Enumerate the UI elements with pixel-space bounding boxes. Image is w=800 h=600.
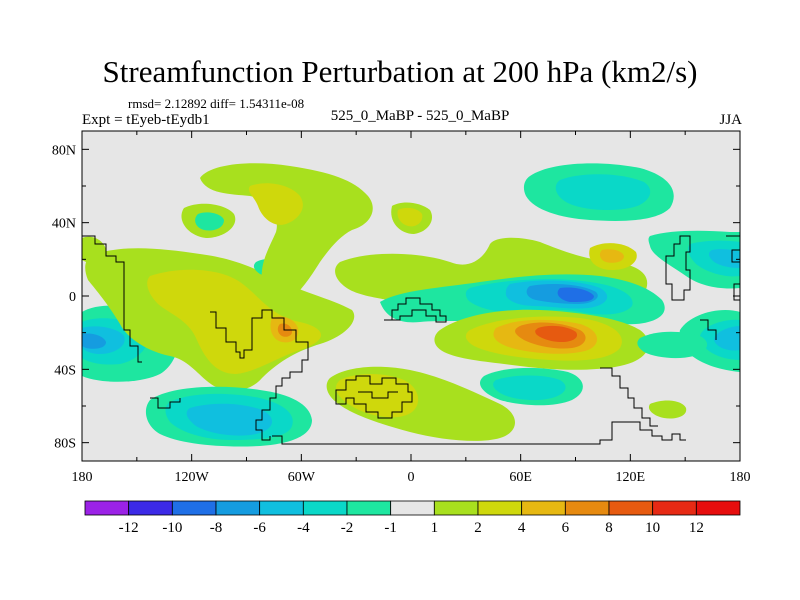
contour-region [147, 269, 322, 374]
colorbar-label: -6 [253, 520, 266, 536]
x-tick-label: 0 [408, 470, 415, 485]
colorbar-swatch [564, 500, 610, 516]
colorbar-label: 6 [562, 520, 570, 536]
colorbar-label: -4 [297, 520, 310, 536]
colorbar-label: 8 [605, 520, 613, 536]
coastline-africa-inner [358, 391, 398, 399]
colorbar-label: 2 [474, 520, 482, 536]
colorbar-label: 4 [518, 520, 526, 536]
colorbar-label: -1 [384, 520, 397, 536]
x-axis: 180 120W 60W 0 60E 120E 180 [72, 131, 751, 485]
coastline-maritime-continent [700, 319, 717, 340]
colorbar-label: -2 [341, 520, 354, 536]
colorbar: -12 -10 -8 -6 -4 -2 -1 1 2 4 6 8 10 12 [84, 500, 741, 536]
y-tick-label: 80N [52, 143, 76, 158]
case-label: 525_0_MaBP - 525_0_MaBP [330, 108, 510, 124]
colorbar-swatch [128, 500, 173, 516]
coastline-antarctic-east [272, 421, 686, 445]
coastline-east-asia [726, 235, 740, 301]
coastline-south-america [210, 309, 309, 441]
contour-region [493, 375, 566, 401]
colorbar-swatch [477, 500, 523, 516]
y-tick-label: 80S [54, 437, 76, 452]
x-tick-label: 180 [730, 470, 751, 485]
chart-title: Streamfunction Perturbation at 200 hPa (… [102, 54, 698, 89]
x-tick-label: 120E [616, 470, 646, 485]
contour-region [599, 249, 624, 263]
contour-region [714, 326, 740, 351]
plot-area [81, 130, 741, 462]
x-tick-label: 60W [288, 470, 316, 485]
colorbar-label: -8 [210, 520, 223, 536]
contour-fills [82, 163, 740, 447]
y-axis: 80N 40N 0 40S 80S [52, 143, 740, 452]
coastline-antarctic-west [150, 397, 181, 409]
coastline-australia [600, 367, 658, 427]
y-tick-label: 40N [52, 217, 76, 232]
colorbar-label: 1 [431, 520, 439, 536]
colorbar-swatch [608, 500, 654, 516]
contour-region [186, 403, 273, 436]
colorbar-swatch [302, 500, 348, 516]
contour-region [195, 212, 224, 231]
colorbar-swatch [84, 500, 130, 516]
contour-region [397, 207, 423, 227]
contour-region [82, 236, 107, 263]
coastline-north-america [82, 235, 142, 363]
contour-region [637, 331, 708, 359]
y-tick-label: 40S [54, 363, 76, 378]
colorbar-swatch [695, 500, 741, 516]
colorbar-swatch [346, 500, 392, 516]
contour-region [248, 183, 303, 225]
coastline-southern-africa [335, 375, 413, 419]
colorbar-swatch [215, 500, 261, 516]
y-tick-label: 0 [69, 290, 76, 305]
colorbar-swatch [521, 500, 566, 516]
season-label: JJA [719, 112, 742, 128]
coastline [82, 235, 740, 445]
experiment-label: Expt = tEyeb-tEydb1 [82, 112, 210, 128]
x-tick-label: 180 [72, 470, 93, 485]
coastline-north-africa [384, 297, 447, 323]
colorbar-label: -10 [162, 520, 182, 536]
colorbar-label: 10 [645, 520, 660, 536]
x-tick-label: 120W [175, 470, 210, 485]
x-tick-label: 60E [509, 470, 532, 485]
colorbar-swatch [433, 500, 479, 516]
colorbar-swatch [171, 500, 217, 516]
contour-region [648, 400, 687, 419]
colorbar-label: 12 [689, 520, 704, 536]
contour-region [535, 325, 578, 342]
contour-region [557, 287, 594, 302]
contour-region [82, 333, 106, 349]
rmsd-diff-stats: rmsd= 2.12892 diff= 1.54311e-08 [128, 96, 305, 111]
coastline-japan-korea [665, 235, 691, 301]
colorbar-swatch [652, 500, 697, 516]
colorbar-label: -12 [119, 520, 139, 536]
contour-region [336, 374, 419, 418]
colorbar-swatch [390, 500, 435, 516]
contour-region [555, 174, 651, 210]
colorbar-swatch [259, 500, 304, 516]
contour-region [200, 163, 373, 304]
